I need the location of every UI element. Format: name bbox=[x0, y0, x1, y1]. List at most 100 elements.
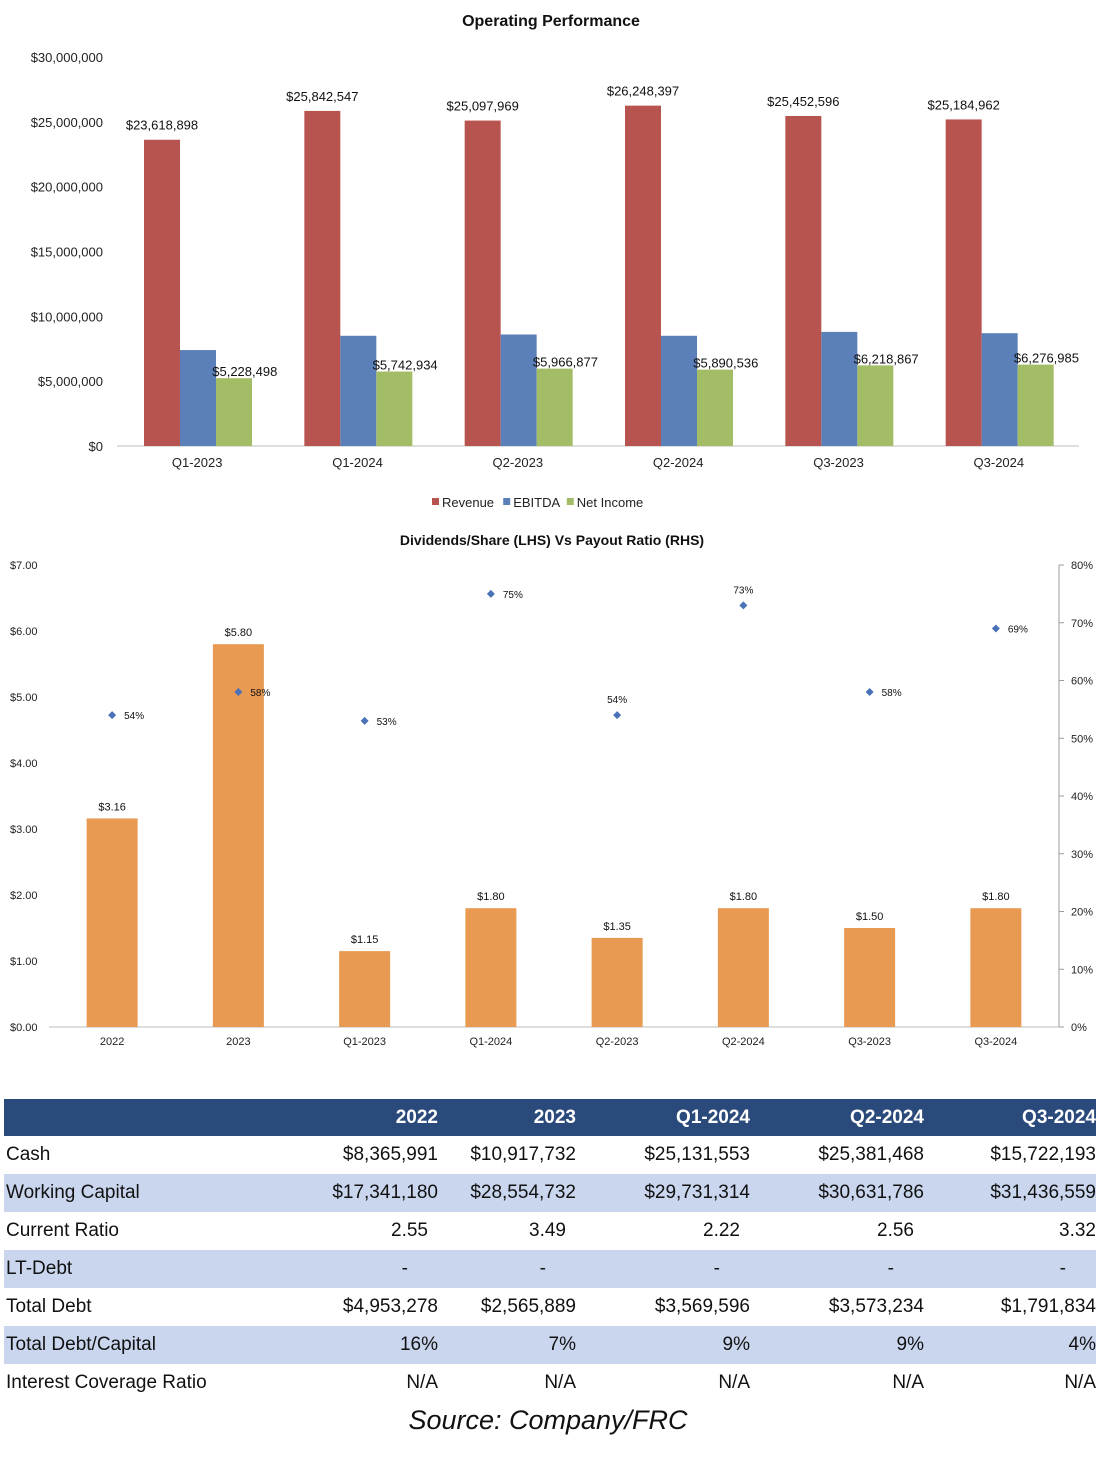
table-cell: N/A bbox=[1064, 1372, 1096, 1393]
source-note: Source: Company/FRC bbox=[408, 1405, 688, 1435]
table-cell: N/A bbox=[718, 1372, 750, 1393]
data-label: $1.80 bbox=[477, 891, 505, 903]
legend-swatch bbox=[566, 498, 574, 505]
table-cell: 2.22 bbox=[703, 1220, 740, 1241]
table-cell: $3,573,234 bbox=[828, 1296, 924, 1317]
x-tick-label: Q1-2023 bbox=[172, 455, 223, 470]
y-tick-label: $7.00 bbox=[10, 560, 38, 572]
table-cell: 9% bbox=[750, 1326, 924, 1364]
table-cell: $29,731,314 bbox=[576, 1174, 750, 1212]
y2-tick-label: 70% bbox=[1071, 618, 1093, 630]
x-tick-label: Q2-2024 bbox=[653, 455, 704, 470]
row-label: Total Debt bbox=[6, 1296, 92, 1317]
table-cell: - bbox=[924, 1250, 1096, 1288]
bar-dividend bbox=[339, 951, 391, 1027]
data-label: $5,966,877 bbox=[533, 355, 598, 370]
dividends-payout-chart: Dividends/Share (LHS) Vs Payout Ratio (R… bbox=[10, 532, 1093, 1048]
table-header-cell: Q3-2024 bbox=[924, 1099, 1096, 1136]
data-label: 75% bbox=[503, 590, 523, 601]
table-cell: $8,365,991 bbox=[342, 1144, 438, 1165]
table-row: Total Debt $4,953,278 $2,565,889 $3,569,… bbox=[4, 1288, 1096, 1326]
y-tick-label: $2.00 bbox=[10, 890, 38, 902]
legend-swatch bbox=[503, 498, 511, 505]
bar-net-income bbox=[1017, 364, 1054, 446]
table-row: Total Debt/Capital 16% 7% 9% 9% 4% bbox=[4, 1326, 1096, 1364]
bar-ebitda bbox=[981, 333, 1018, 446]
data-label: $1.80 bbox=[730, 891, 758, 903]
x-tick-label: Q2-2023 bbox=[493, 455, 544, 470]
data-label: $23,618,898 bbox=[126, 118, 198, 133]
y2-tick-label: 80% bbox=[1071, 560, 1093, 572]
y-tick-label: $0.00 bbox=[10, 1022, 38, 1034]
chart-title: Dividends/Share (LHS) Vs Payout Ratio (R… bbox=[400, 532, 704, 548]
data-label: $6,218,867 bbox=[854, 351, 919, 366]
table-cell: N/A bbox=[544, 1372, 576, 1393]
x-tick-label: Q2-2023 bbox=[596, 1036, 639, 1048]
legend-swatch bbox=[432, 498, 439, 505]
data-label: $5,228,498 bbox=[212, 364, 277, 379]
table-cell: - bbox=[576, 1250, 750, 1288]
x-tick-label: 2022 bbox=[100, 1036, 124, 1048]
data-label: $5,742,934 bbox=[373, 358, 438, 373]
x-tick-label: Q3-2023 bbox=[813, 455, 864, 470]
table-cell: $30,631,786 bbox=[750, 1174, 924, 1212]
table-cell: 7% bbox=[438, 1326, 576, 1364]
bar-ebitda bbox=[180, 350, 216, 446]
payout-point bbox=[108, 711, 117, 720]
bar-revenue bbox=[304, 110, 341, 446]
y2-tick-label: 0% bbox=[1071, 1022, 1087, 1034]
table-header-cell bbox=[4, 1099, 302, 1136]
payout-point bbox=[739, 601, 748, 610]
chart-title: Operating Performance bbox=[462, 13, 640, 30]
operating-performance-chart: Operating Performance $0 $5,000,000 $10,000… bbox=[31, 13, 1079, 510]
row-label: Interest Coverage Ratio bbox=[6, 1372, 207, 1393]
y2-tick-label: 40% bbox=[1071, 791, 1093, 803]
y-tick-label: $3.00 bbox=[10, 824, 38, 836]
bar-dividend bbox=[970, 908, 1022, 1027]
table-cell: - bbox=[438, 1250, 576, 1288]
data-label: $25,184,962 bbox=[928, 97, 1000, 112]
y-tick-label: $10,000,000 bbox=[31, 309, 103, 324]
bar-dividend bbox=[86, 818, 138, 1027]
bar-revenue bbox=[945, 119, 982, 446]
data-label: 69% bbox=[1008, 625, 1028, 636]
row-label: LT-Debt bbox=[4, 1250, 302, 1288]
table-cell: 4% bbox=[924, 1326, 1096, 1364]
y2-tick-label: 50% bbox=[1071, 733, 1093, 745]
data-label: $6,276,985 bbox=[1014, 351, 1079, 366]
x-tick-label: 2023 bbox=[226, 1036, 250, 1048]
table-cell: 9% bbox=[576, 1326, 750, 1364]
row-label: Cash bbox=[6, 1144, 51, 1165]
table-row: LT-Debt - - - - - bbox=[4, 1250, 1096, 1288]
y-tick-label: $6.00 bbox=[10, 626, 38, 638]
x-tick-label: Q3-2024 bbox=[974, 1036, 1017, 1048]
data-label: $25,452,596 bbox=[767, 94, 839, 109]
table-cell: 3.49 bbox=[529, 1220, 566, 1241]
data-label: 54% bbox=[607, 695, 627, 706]
table-cell: $25,381,468 bbox=[818, 1144, 924, 1165]
table-cell: - bbox=[302, 1250, 438, 1288]
y2-tick-label: 60% bbox=[1071, 676, 1093, 688]
payout-point bbox=[991, 624, 1000, 633]
bar-ebitda bbox=[340, 335, 377, 446]
bar-net-income bbox=[216, 378, 252, 446]
y-tick-label: $30,000,000 bbox=[31, 50, 103, 65]
x-tick-label: Q3-2023 bbox=[848, 1036, 891, 1048]
bar-dividend bbox=[591, 937, 643, 1027]
data-label: $1.35 bbox=[603, 921, 631, 933]
data-label: $5,890,536 bbox=[693, 356, 758, 371]
bar-ebitda bbox=[500, 334, 537, 446]
table-cell: 3.32 bbox=[1059, 1220, 1096, 1241]
table-header-cell: Q2-2024 bbox=[750, 1099, 924, 1136]
payout-point bbox=[234, 688, 243, 697]
y-tick-label: $20,000,000 bbox=[31, 180, 103, 195]
data-label: $1.15 bbox=[351, 934, 379, 946]
bar-dividend bbox=[465, 908, 517, 1027]
bar-revenue bbox=[144, 139, 180, 446]
bar-net-income bbox=[697, 369, 733, 446]
table-cell: - bbox=[750, 1250, 924, 1288]
table-cell: $10,917,732 bbox=[470, 1144, 576, 1165]
table-header-cell: 2023 bbox=[438, 1099, 576, 1136]
table-cell: $2,565,889 bbox=[480, 1296, 576, 1317]
y-tick-label: $25,000,000 bbox=[31, 115, 103, 130]
